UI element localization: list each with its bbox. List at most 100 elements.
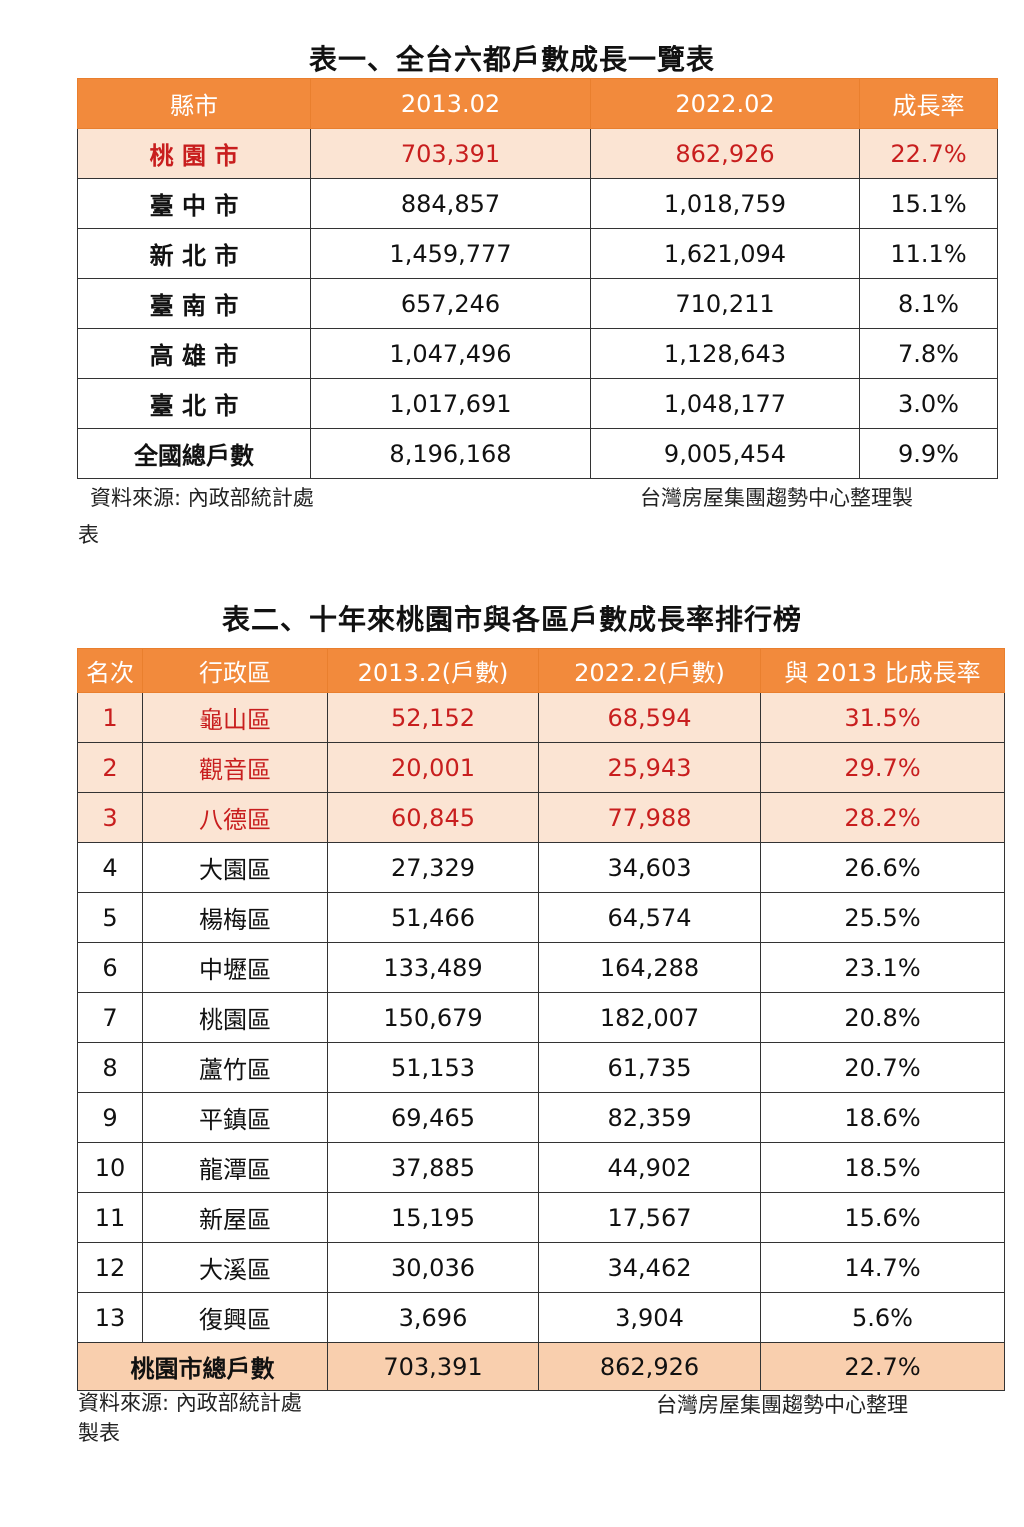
growth-rate: 3.0% [859,378,998,429]
value-2022: 9,005,454 [590,428,860,479]
value-2013: 30,036 [327,1242,539,1293]
value-2013: 3,696 [327,1292,539,1343]
table-row: 10 龍潭區 37,885 44,902 18.5% [77,1142,1005,1193]
table-row: 3 八德區 60,845 77,988 28.2% [77,792,1005,843]
rank: 7 [77,992,143,1043]
value-2013: 1,047,496 [310,328,591,379]
rank: 6 [77,942,143,993]
value-2013: 884,857 [310,178,591,229]
growth-rate: 15.1% [859,178,998,229]
district-name: 龜山區 [142,692,328,743]
district-name: 楊梅區 [142,892,328,943]
header-rank: 名次 [77,648,143,693]
table-row: 9 平鎮區 69,465 82,359 18.6% [77,1092,1005,1143]
value-2013: 150,679 [327,992,539,1043]
table-row: 11 新屋區 15,195 17,567 15.6% [77,1192,1005,1243]
table-row: 桃 園 市 703,391 862,926 22.7% [77,128,998,179]
rank: 10 [77,1142,143,1193]
total-label: 全國總戶數 [77,428,311,479]
district-name: 中壢區 [142,942,328,993]
table-row: 6 中壢區 133,489 164,288 23.1% [77,942,1005,993]
value-2022: 64,574 [538,892,761,943]
growth-rate: 22.7% [859,128,998,179]
value-2022: 77,988 [538,792,761,843]
table-row: 1 龜山區 52,152 68,594 31.5% [77,692,1005,743]
table-row-total: 桃園市總戶數 703,391 862,926 22.7% [77,1342,1005,1391]
district-name: 桃園區 [142,992,328,1043]
header-2013: 2013.02 [310,78,591,129]
city-name: 桃 園 市 [77,128,311,179]
growth-rate: 14.7% [760,1242,1005,1293]
rank: 1 [77,692,143,743]
header-2022: 2022.2(戶數) [538,648,761,693]
city-name: 臺 南 市 [77,278,311,329]
value-2022: 1,621,094 [590,228,860,279]
value-2022: 44,902 [538,1142,761,1193]
value-2022: 1,048,177 [590,378,860,429]
growth-rate: 23.1% [760,942,1005,993]
table2-source-left: 資料來源: 內政部統計處 [78,1391,302,1415]
value-2013: 133,489 [327,942,539,993]
value-2022: 710,211 [590,278,860,329]
table1-source-left: 資料來源: 內政部統計處 [90,486,314,510]
value-2022: 61,735 [538,1042,761,1093]
rank: 12 [77,1242,143,1293]
table-row: 7 桃園區 150,679 182,007 20.8% [77,992,1005,1043]
table-row: 5 楊梅區 51,466 64,574 25.5% [77,892,1005,943]
growth-rate: 29.7% [760,742,1005,793]
rank: 9 [77,1092,143,1143]
district-name: 觀音區 [142,742,328,793]
value-2022: 17,567 [538,1192,761,1243]
table-row: 臺 北 市 1,017,691 1,048,177 3.0% [77,378,998,429]
table-row: 2 觀音區 20,001 25,943 29.7% [77,742,1005,793]
growth-rate: 20.8% [760,992,1005,1043]
value-2013: 1,459,777 [310,228,591,279]
value-2022: 862,926 [538,1342,761,1391]
taoyuan-district-ranking-table: 名次 行政區 2013.2(戶數) 2022.2(戶數) 與 2013 比成長率… [77,648,1005,1391]
table2-header-row: 名次 行政區 2013.2(戶數) 2022.2(戶數) 與 2013 比成長率 [77,648,1005,693]
total-label: 桃園市總戶數 [77,1342,328,1391]
growth-rate: 7.8% [859,328,998,379]
value-2013: 51,466 [327,892,539,943]
value-2013: 37,885 [327,1142,539,1193]
table-row: 13 復興區 3,696 3,904 5.6% [77,1292,1005,1343]
rank: 4 [77,842,143,893]
city-name: 臺 北 市 [77,378,311,429]
value-2022: 82,359 [538,1092,761,1143]
value-2022: 34,603 [538,842,761,893]
growth-rate: 18.5% [760,1142,1005,1193]
district-name: 龍潭區 [142,1142,328,1193]
table-row: 高 雄 市 1,047,496 1,128,643 7.8% [77,328,998,379]
growth-rate: 25.5% [760,892,1005,943]
growth-rate: 18.6% [760,1092,1005,1143]
rank: 8 [77,1042,143,1093]
value-2013: 27,329 [327,842,539,893]
value-2022: 3,904 [538,1292,761,1343]
value-2013: 703,391 [327,1342,539,1391]
rank: 2 [77,742,143,793]
table-row: 8 蘆竹區 51,153 61,735 20.7% [77,1042,1005,1093]
table1-header-row: 縣市 2013.02 2022.02 成長率 [77,78,998,129]
table-row: 12 大溪區 30,036 34,462 14.7% [77,1242,1005,1293]
district-name: 大園區 [142,842,328,893]
value-2013: 60,845 [327,792,539,843]
value-2013: 15,195 [327,1192,539,1243]
city-name: 高 雄 市 [77,328,311,379]
district-name: 復興區 [142,1292,328,1343]
households-six-cities-table: 縣市 2013.02 2022.02 成長率 桃 園 市 703,391 862… [77,78,998,479]
value-2013: 8,196,168 [310,428,591,479]
table-row-total: 全國總戶數 8,196,168 9,005,454 9.9% [77,428,998,479]
table2-source-wrap: 製表 [78,1421,120,1445]
value-2013: 51,153 [327,1042,539,1093]
value-2013: 20,001 [327,742,539,793]
table1-title: 表一、全台六都戶數成長一覽表 [308,43,715,76]
district-name: 蘆竹區 [142,1042,328,1093]
rank: 5 [77,892,143,943]
header-2022: 2022.02 [590,78,860,129]
rank: 3 [77,792,143,843]
header-growth: 成長率 [859,78,998,129]
value-2022: 1,128,643 [590,328,860,379]
growth-rate: 15.6% [760,1192,1005,1243]
value-2022: 25,943 [538,742,761,793]
rank: 13 [77,1292,143,1343]
